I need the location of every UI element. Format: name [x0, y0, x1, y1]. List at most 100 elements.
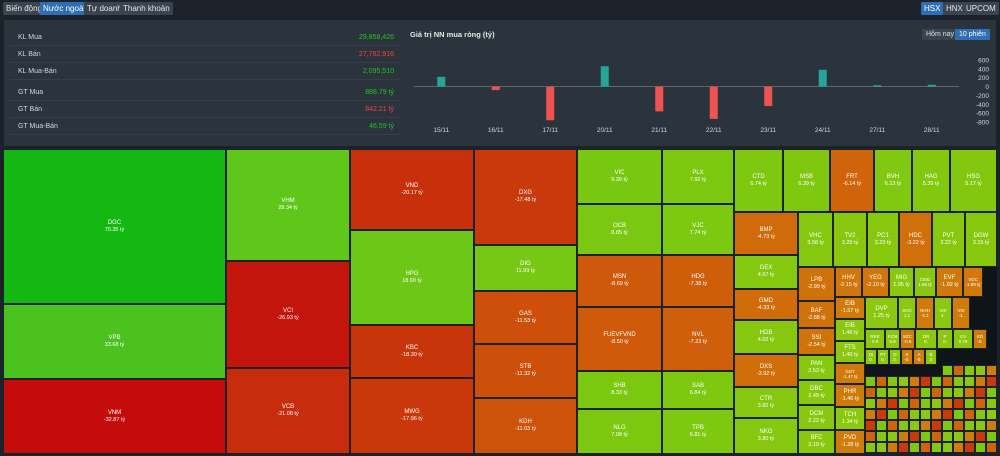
heatmap-tile-szc[interactable]: SZC -0.9: [900, 329, 915, 349]
heatmap-tile-pan[interactable]: PAN 2.53 tỷ: [798, 355, 835, 380]
heatmap-tile-pvd[interactable]: PVD -1.28 tỷ: [835, 430, 865, 454]
heatmap-tile-vjc[interactable]: VJC 7.74 tỷ: [662, 204, 734, 255]
heatmap-tile-dcm[interactable]: DCM 2.22 tỷ: [798, 405, 835, 430]
heatmap-tile-dxg[interactable]: DXG -17.48 tỷ: [474, 149, 577, 245]
heatmap-tile-d[interactable]: D 0.: [889, 349, 901, 365]
heatmap-tile-tpb[interactable]: TPB 6.81 tỷ: [662, 409, 734, 454]
heatmap-tile-dr[interactable]: DR 0.: [915, 329, 937, 349]
heatmap-tile-gmd[interactable]: GMD -4.33 tỷ: [734, 289, 798, 320]
heatmap-tile-ssi[interactable]: SSI -2.54 tỷ: [798, 328, 835, 355]
heatmap-tile-pc1[interactable]: PC1 3.23 tỷ: [867, 212, 899, 267]
heatmap-filler-cell: [909, 442, 920, 453]
heatmap-tile-vcb[interactable]: VCB -21.08 tỷ: [226, 368, 350, 454]
heatmap-tile-phr[interactable]: PHR -1.46 tỷ: [835, 384, 865, 407]
heatmap-tile-frt[interactable]: FRT -6.14 tỷ: [830, 149, 874, 212]
heatmap-tile-bmp[interactable]: BMP -4.73 tỷ: [734, 212, 798, 255]
tab-2[interactable]: Tự doanh: [84, 2, 125, 15]
heatmap-tile-shb[interactable]: SHB 8.33 tỷ: [577, 371, 662, 409]
exchange-upcom-button[interactable]: UPCOM: [963, 2, 999, 15]
heatmap-tile-dig[interactable]: DIG 11.99 tỷ: [474, 245, 577, 291]
heatmap-tile-ocb[interactable]: OCB 8.85 tỷ: [577, 204, 662, 255]
heatmap-tile-vhm[interactable]: VHM 28.34 tỷ: [226, 149, 350, 261]
heatmap-tile-hdc[interactable]: HDC -3.22 tỷ: [899, 212, 932, 267]
heatmap-tile-evf[interactable]: EVF -1.92 tỷ: [936, 267, 963, 297]
heatmap-tile-bfc[interactable]: BFC 2.19 tỷ: [798, 430, 835, 454]
heatmap-tile-gdt[interactable]: GDT -1.47 tỷ: [835, 363, 865, 384]
heatmap-tile-ctd[interactable]: CTD 6.74 tỷ: [734, 149, 783, 212]
heatmap-tile-nlg[interactable]: NLG 7.98 tỷ: [577, 409, 662, 454]
heatmap-tile-gas[interactable]: GAS -11.53 tỷ: [474, 291, 577, 344]
heatmap-tile-stb[interactable]: STB -11.32 tỷ: [474, 344, 577, 398]
heatmap-tile-mwg[interactable]: MWG -17.96 tỷ: [350, 378, 474, 454]
heatmap-tile-msn[interactable]: MSN -8.69 tỷ: [577, 255, 662, 307]
heatmap-tile-vnd[interactable]: VND -20.17 tỷ: [350, 149, 474, 230]
exchange-hnx-button[interactable]: HNX: [943, 2, 966, 15]
heatmap-tile-skg[interactable]: SKG 1.1: [898, 297, 916, 329]
tab-0[interactable]: Biến động: [3, 2, 46, 15]
heatmap-tile-gex[interactable]: GEX 4.67 tỷ: [734, 255, 798, 289]
range-button-1[interactable]: 10 phiên: [955, 29, 990, 40]
heatmap-tile-hpg[interactable]: HPG 18.60 tỷ: [350, 230, 474, 325]
range-button-0[interactable]: Hôm nay: [922, 29, 959, 40]
heatmap-tile-fts[interactable]: FTS 1.40 tỷ: [835, 341, 865, 363]
heatmap-tile-ree[interactable]: REE 0.9: [865, 329, 885, 349]
heatmap-tile-hdg[interactable]: HDG -7.38 tỷ: [662, 255, 734, 307]
heatmap-tile-tch[interactable]: TCH 1.34 tỷ: [835, 407, 865, 430]
heatmap-filler-cell: [909, 398, 920, 409]
heatmap-tile-vci[interactable]: VCI -26.93 tỷ: [226, 261, 350, 368]
heatmap-tile-hdb[interactable]: HDB 4.02 tỷ: [734, 320, 798, 354]
heatmap-tile-hag[interactable]: HAG 5.39 tỷ: [912, 149, 950, 212]
heatmap-tile-fcn[interactable]: FCN 0.9: [885, 329, 900, 349]
heatmap-tile-tv2[interactable]: TV2 3.29 tỷ: [833, 212, 867, 267]
heatmap-tile-a[interactable]: A -0.: [913, 349, 925, 365]
heatmap-tile-nvl[interactable]: NVL -7.23 tỷ: [662, 307, 734, 371]
tile-symbol: VHC: [809, 232, 822, 239]
heatmap-tile-msb[interactable]: MSB 6.39 tỷ: [783, 149, 830, 212]
heatmap-tile-yeg[interactable]: YEG -2.10 tỷ: [862, 267, 889, 297]
exchange-hsx-button[interactable]: HSX: [921, 2, 944, 15]
heatmap-tile-dxs[interactable]: DXS -3.92 tỷ: [734, 354, 798, 387]
tile-symbol: TPB: [692, 424, 704, 431]
heatmap-tile-cii[interactable]: CII 0.79: [953, 329, 973, 349]
heatmap-tile-nkg[interactable]: NKG 3.80 tỷ: [734, 418, 798, 454]
heatmap-tile-vix[interactable]: VIX 1.: [934, 297, 952, 329]
heatmap-filler-cell: [865, 453, 876, 455]
heatmap-tile-vpb[interactable]: VPB 33.68 tỷ: [3, 304, 226, 379]
heatmap-tile-eib[interactable]: EIB -1.57 tỷ: [835, 297, 865, 319]
heatmap-tile-fuevfvnd[interactable]: FUEVFVND -8.50 tỷ: [577, 307, 662, 371]
heatmap-tile-baf[interactable]: BAF -2.88 tỷ: [798, 301, 835, 328]
heatmap-tile-bvh[interactable]: BVH 6.13 tỷ: [874, 149, 912, 212]
heatmap-tile-vhc[interactable]: VHC 3.58 tỷ: [798, 212, 833, 267]
heatmap-tile-di[interactable]: DI 0.: [865, 349, 877, 365]
heatmap-tile-p[interactable]: P 0.: [937, 329, 953, 349]
tab-3[interactable]: Thanh khoản: [120, 2, 173, 15]
heatmap-tile-vnm[interactable]: VNM -32.87 tỷ: [3, 379, 226, 454]
heatmap-tile-pt[interactable]: PT 0.: [877, 349, 889, 365]
tile-symbol: FRT: [846, 173, 858, 180]
heatmap-tile-kd[interactable]: KD -0.: [973, 329, 987, 349]
heatmap-tile-hsg[interactable]: HSG 5.17 tỷ: [950, 149, 997, 212]
heatmap-tile-kbc[interactable]: KBC -18.30 tỷ: [350, 325, 474, 378]
heatmap-tile-cmg[interactable]: CMG 1.95 tỷ: [914, 267, 936, 297]
heatmap-tile-hhv[interactable]: HHV -2.15 tỷ: [835, 267, 862, 297]
heatmap-tile-dvp[interactable]: DVP 1.25 tỷ: [865, 297, 898, 329]
heatmap-tile-kdh[interactable]: KDH -11.03 tỷ: [474, 398, 577, 454]
heatmap-tile-k[interactable]: K -0.: [901, 349, 913, 365]
heatmap-tile-nhh[interactable]: NHH -1.1: [916, 297, 934, 329]
heatmap-tile-dbc[interactable]: DBC 2.49 tỷ: [798, 380, 835, 405]
heatmap-tile-vic[interactable]: VIC 9.39 tỷ: [577, 149, 662, 204]
heatmap-tile-mig[interactable]: MIG 1.95 tỷ: [889, 267, 914, 297]
heatmap-tile-vdc[interactable]: VDC -1.89 tỷ: [963, 267, 983, 297]
heatmap-tile-lpb[interactable]: LPB -2.99 tỷ: [798, 267, 835, 301]
heatmap-tile-dgc[interactable]: DGC 70.35 tỷ: [3, 149, 226, 304]
tab-1[interactable]: Nước ngoài: [40, 2, 89, 15]
heatmap-tile-plx[interactable]: PLX 7.92 tỷ: [662, 149, 734, 204]
heatmap-tile-pvt[interactable]: PVT 3.22 tỷ: [932, 212, 965, 267]
heatmap-tile-dgw[interactable]: DGW 3.15 tỷ: [965, 212, 997, 267]
heatmap-tile-eib[interactable]: EIB 1.46 tỷ: [835, 319, 865, 341]
heatmap-tile-vix[interactable]: VIX -1.: [952, 297, 970, 329]
heatmap-filler-cell: [876, 387, 887, 398]
heatmap-tile-ctr[interactable]: CTR 3.82 tỷ: [734, 387, 798, 418]
heatmap-tile-sab[interactable]: SAB 6.84 tỷ: [662, 371, 734, 409]
